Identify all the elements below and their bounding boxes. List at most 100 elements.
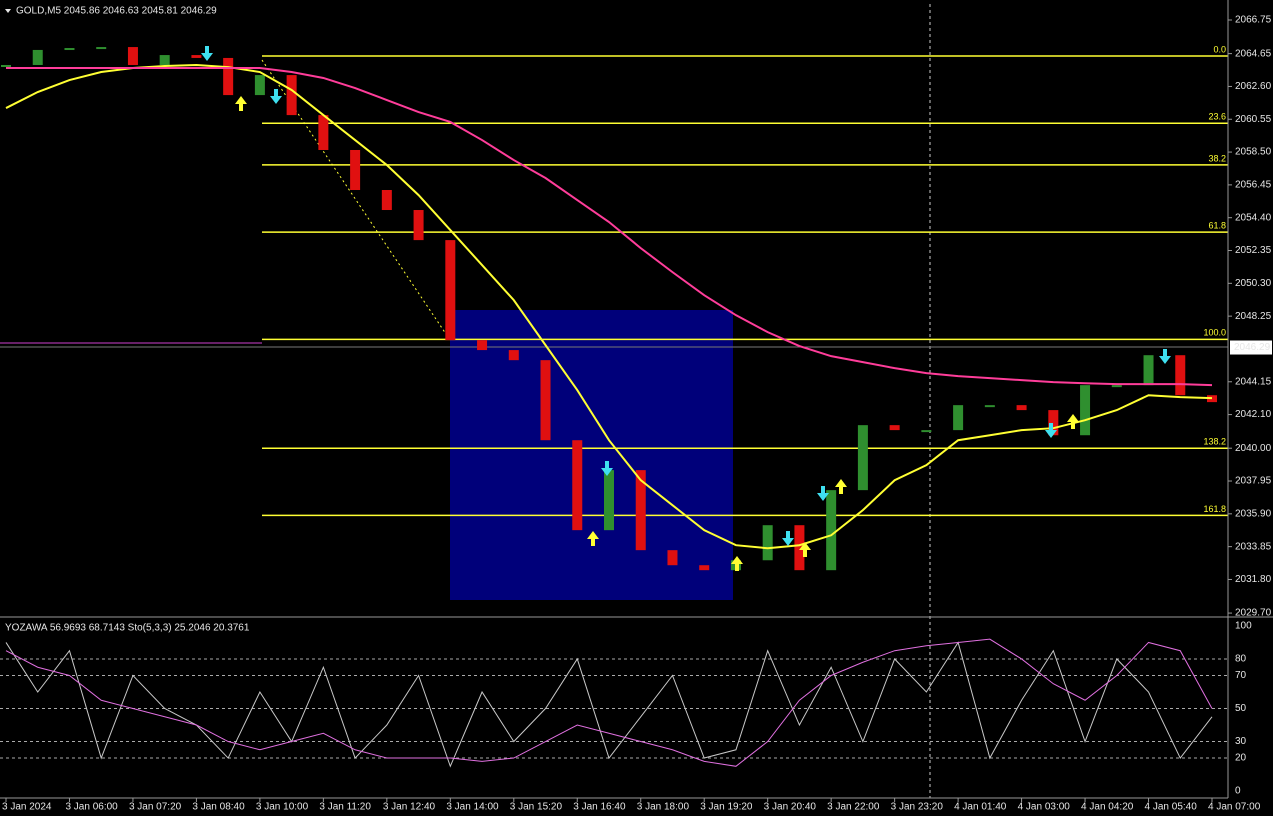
x-tick-label: 3 Jan 14:00	[446, 802, 499, 813]
price-bar	[984, 405, 995, 408]
y-tick-label: 2044.15	[1235, 376, 1272, 387]
price-bar	[540, 360, 551, 441]
price-bar	[191, 55, 202, 58]
x-tick-label: 4 Jan 07:00	[1208, 802, 1261, 813]
fib-label: 61.8	[1208, 220, 1226, 230]
y-tick-label: 2031.80	[1235, 574, 1272, 585]
price-bar	[826, 490, 837, 571]
price-bar	[127, 47, 138, 65]
y-tick-label: 0	[1235, 786, 1241, 797]
price-bar	[223, 57, 234, 96]
y-tick-label: 2066.75	[1235, 15, 1272, 26]
price-bar	[254, 75, 265, 96]
y-tick-label: 20	[1235, 753, 1247, 764]
x-tick-label: 3 Jan 15:20	[510, 802, 563, 813]
x-tick-label: 3 Jan 10:00	[256, 802, 309, 813]
price-bar	[96, 47, 107, 50]
current-price-box	[1230, 340, 1272, 355]
price-bar	[1080, 385, 1091, 436]
y-tick-label: 2062.60	[1235, 81, 1272, 92]
y-tick-label: 80	[1235, 654, 1247, 665]
fib-label: 138.2	[1203, 437, 1226, 447]
x-tick-label: 3 Jan 08:40	[192, 802, 245, 813]
x-tick-label: 3 Jan 23:20	[891, 802, 944, 813]
current-price-label: 2046.29	[1234, 342, 1271, 353]
y-tick-label: 2054.40	[1235, 212, 1272, 223]
y-tick-label: 2060.55	[1235, 114, 1272, 125]
price-bar	[413, 210, 424, 241]
x-tick-label: 3 Jan 07:20	[129, 802, 182, 813]
price-bar	[508, 350, 519, 361]
oscillator-line	[5, 641, 1213, 768]
drawn-rectangle	[450, 310, 733, 600]
y-tick-label: 2058.50	[1235, 147, 1272, 158]
price-bar	[1111, 385, 1122, 388]
price-bar	[889, 425, 900, 431]
menu-triangle[interactable]	[5, 9, 11, 13]
y-tick-label: 2064.65	[1235, 48, 1272, 59]
moving-average	[6, 67, 1213, 387]
y-tick-label: 2029.70	[1235, 608, 1272, 619]
chart-title: GOLD,M5 2045.86 2046.63 2045.81 2046.29	[16, 6, 217, 17]
price-bar	[1207, 395, 1217, 403]
price-bar	[445, 240, 456, 341]
x-tick-label: 4 Jan 05:40	[1145, 802, 1198, 813]
x-tick-label: 3 Jan 12:40	[383, 802, 436, 813]
price-bar	[572, 440, 583, 531]
fib-label: 38.2	[1208, 153, 1226, 163]
y-tick-label: 70	[1235, 670, 1247, 681]
x-tick-label: 3 Jan 18:00	[637, 802, 690, 813]
x-tick-label: 4 Jan 03:00	[1018, 802, 1071, 813]
y-tick-label: 30	[1235, 736, 1247, 747]
fib-label: 161.8	[1203, 504, 1226, 514]
moving-average	[5, 63, 1213, 550]
y-tick-label: 2033.85	[1235, 541, 1272, 552]
price-bar	[64, 48, 75, 51]
y-tick-label: 2035.90	[1235, 508, 1272, 519]
oscillator-line	[5, 638, 1213, 767]
price-bar	[1143, 355, 1154, 386]
x-tick-label: 3 Jan 2024	[2, 802, 52, 813]
x-tick-label: 3 Jan 11:20	[319, 802, 371, 813]
fib-label: 100.0	[1203, 328, 1226, 338]
price-bar	[1175, 355, 1186, 396]
x-tick-label: 3 Jan 19:20	[700, 802, 753, 813]
fib-label: 0.0	[1213, 44, 1226, 54]
price-bar	[1016, 405, 1027, 411]
x-tick-label: 3 Jan 06:00	[65, 802, 118, 813]
x-tick-label: 3 Jan 16:40	[573, 802, 626, 813]
price-bar	[286, 75, 297, 116]
price-bar	[350, 149, 361, 191]
indicator-title: YOZAWA 56.9693 68.7143 Sto(5,3,3) 25.204…	[5, 623, 250, 634]
price-bar	[1048, 410, 1059, 436]
price-bar	[953, 405, 964, 431]
price-bar	[381, 190, 392, 211]
price-bar	[635, 470, 646, 551]
price-bar	[32, 49, 43, 65]
x-tick-label: 3 Jan 20:40	[764, 802, 817, 813]
price-bar	[794, 525, 805, 571]
price-bar	[477, 340, 488, 351]
y-tick-label: 50	[1235, 703, 1247, 714]
price-bar	[318, 115, 329, 150]
fib-label: 23.6	[1208, 112, 1226, 122]
price-bar	[159, 55, 170, 65]
price-bar	[667, 550, 678, 566]
y-tick-label: 2056.45	[1235, 180, 1272, 191]
y-tick-label: 2042.10	[1235, 409, 1272, 420]
price-bar	[762, 525, 773, 561]
x-tick-label: 4 Jan 04:20	[1081, 802, 1134, 813]
price-bar	[699, 565, 710, 571]
price-bar	[921, 430, 932, 433]
y-tick-label: 2052.35	[1235, 245, 1272, 256]
x-tick-label: 3 Jan 22:00	[827, 802, 880, 813]
y-tick-label: 100	[1235, 621, 1252, 632]
y-tick-label: 2037.95	[1235, 476, 1272, 487]
plot: 2066.75 2064.65 2062.60 2060.55 2058.50 2056.…	[0, 15, 1272, 797]
price-bar	[857, 425, 868, 491]
y-tick-label: 2050.30	[1235, 278, 1272, 289]
x-tick-label: 4 Jan 01:40	[954, 802, 1007, 813]
price-bar	[1, 64, 11, 67]
